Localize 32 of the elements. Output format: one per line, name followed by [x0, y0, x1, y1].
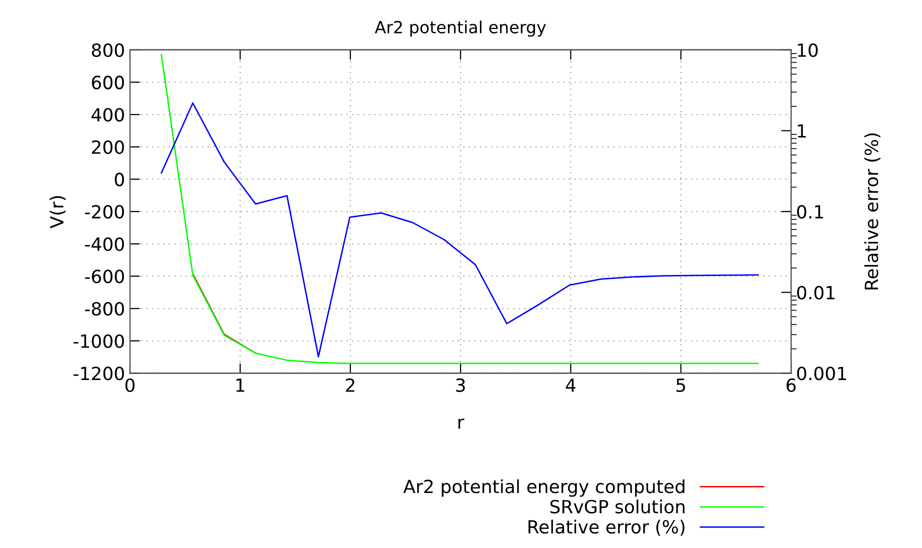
y-tick-label: -1200 — [74, 366, 124, 380]
y2-tick-label: 0.01 — [797, 286, 834, 300]
x-tick-label: 4 — [566, 378, 576, 392]
x-tick-label: 2 — [346, 378, 354, 392]
y-tick-label: -800 — [85, 302, 124, 316]
line-series — [160, 102, 759, 358]
chart-title: Ar2 potential energy — [374, 20, 546, 37]
y-tick-label: 600 — [92, 76, 124, 90]
legend-label: Ar2 potential energy computed — [403, 479, 684, 497]
x-tick-label: 6 — [786, 378, 796, 392]
y-tick-label: 200 — [92, 140, 124, 154]
y2-tick-label: 0.001 — [797, 366, 846, 380]
y-tick-label: -400 — [85, 237, 124, 251]
y-tick-label: -600 — [85, 270, 124, 284]
y-tick-label: -1000 — [74, 334, 124, 348]
x-tick-label: 3 — [456, 378, 465, 392]
y-axis-title: V(r) — [50, 196, 66, 228]
x-tick-label: 0 — [125, 378, 135, 392]
y-tick-label: 400 — [92, 108, 124, 122]
line-series — [160, 54, 759, 364]
y-tick-label: 0 — [114, 172, 124, 186]
y2-tick-label: 10 — [798, 43, 818, 57]
y-tick-label: 800 — [92, 43, 124, 57]
y2-tick-label: 1 — [798, 124, 806, 138]
x-axis-title: r — [458, 418, 464, 429]
y-tick-label: -200 — [85, 204, 124, 219]
y2-tick-label: 0.1 — [797, 204, 823, 219]
legend-label: SRvGP solution — [550, 500, 684, 514]
legend-label: Relative error (%) — [528, 520, 684, 536]
x-tick-label: 5 — [676, 378, 686, 392]
x-tick-label: 1 — [236, 378, 244, 392]
y2-axis-title: Relative error (%) — [864, 133, 880, 290]
